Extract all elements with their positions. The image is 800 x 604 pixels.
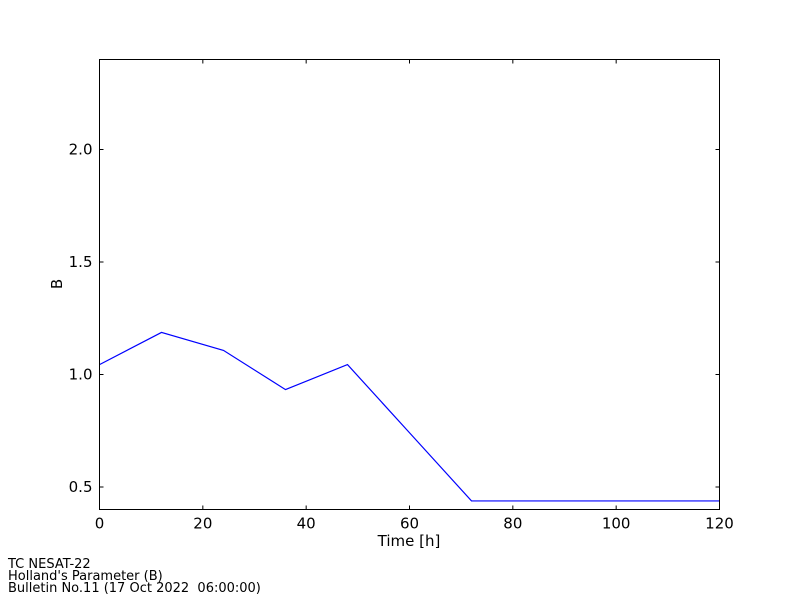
footer-storm-name: TC NESAT-22 (8, 557, 91, 572)
series-line (99, 331, 720, 502)
y-tick-label: 1.5 (69, 253, 93, 271)
x-axis-label: Time [h] (377, 532, 441, 550)
plot-frame (99, 59, 720, 510)
x-tick-label: 0 (95, 515, 105, 533)
x-tick-label: 60 (400, 515, 419, 533)
x-tick-label: 120 (705, 515, 734, 533)
x-tick-label: 40 (297, 515, 316, 533)
x-tick-label: 20 (193, 515, 212, 533)
y-tick-label: 1.0 (69, 366, 93, 384)
y-tick-label: 0.5 (69, 478, 93, 496)
x-tick-label: 80 (503, 515, 522, 533)
footer-parameter: Holland's Parameter (B) (8, 569, 163, 584)
x-tick-label: 100 (602, 515, 631, 533)
footer-bulletin: Bulletin No.11 (17 Oct 2022 06:00:00) (8, 581, 261, 596)
y-axis-label: B (48, 279, 66, 289)
y-tick-label: 2.0 (69, 141, 93, 159)
